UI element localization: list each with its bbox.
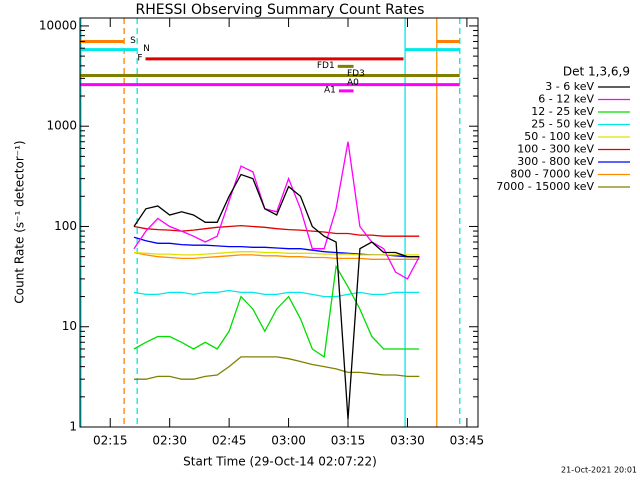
y-axis-label: Count Rate (s⁻¹ detector⁻¹) xyxy=(13,140,27,303)
legend-label: 25 - 50 keV xyxy=(531,118,594,131)
flag-label: N xyxy=(143,44,150,54)
flag-label: A0 xyxy=(347,78,359,88)
footer: 21-Oct-2021 20:01 xyxy=(561,466,637,475)
legend-title: Det 1,3,6,9 xyxy=(563,65,630,79)
flag-label: FD1 xyxy=(317,61,335,71)
x-tick-label: 02:30 xyxy=(152,434,187,448)
flag-label: F xyxy=(137,53,142,63)
legend-label: 300 - 800 keV xyxy=(517,155,594,168)
x-tick-label: 03:00 xyxy=(271,434,306,448)
legend-label: 3 - 6 keV xyxy=(545,80,594,93)
flag-label: A1 xyxy=(324,85,336,95)
y-tick-label: 10 xyxy=(62,319,77,333)
series-line xyxy=(134,356,420,380)
y-tick-label: 1000 xyxy=(46,119,77,133)
x-tick-label: 03:45 xyxy=(450,434,485,448)
flag-label: FD3 xyxy=(347,69,365,79)
axes-frame xyxy=(79,17,479,428)
legend-label: 12 - 25 keV xyxy=(531,105,594,118)
legend-label: 6 - 12 keV xyxy=(538,93,594,106)
series-line xyxy=(133,289,420,298)
y-tick-label: 1 xyxy=(69,420,77,434)
x-tick-label: 03:30 xyxy=(390,434,425,448)
y-tick-label: 100 xyxy=(54,219,77,233)
series-line xyxy=(133,251,420,260)
x-tick-label: 03:15 xyxy=(331,434,366,448)
flag-label: S xyxy=(130,36,136,46)
series-line xyxy=(133,173,420,420)
legend-label: 50 - 100 keV xyxy=(524,130,594,143)
legend-label: 800 - 7000 keV xyxy=(510,168,594,181)
series-line xyxy=(133,251,420,256)
x-tick-label: 02:45 xyxy=(212,434,247,448)
legend-label: 100 - 300 keV xyxy=(517,143,594,156)
legend-label: 7000 - 15000 keV xyxy=(496,180,594,193)
series-line xyxy=(133,224,420,237)
chart-title: RHESSI Observing Summary Count Rates xyxy=(136,2,425,18)
x-axis-label: Start Time (29-Oct-14 02:07:22) xyxy=(183,455,377,469)
x-tick-label: 02:15 xyxy=(93,434,128,448)
plot-area xyxy=(80,18,461,427)
series-line xyxy=(133,264,420,359)
y-tick-label: 10000 xyxy=(39,18,77,32)
